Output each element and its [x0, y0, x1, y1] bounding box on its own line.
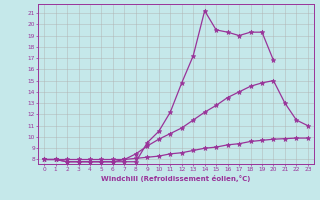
X-axis label: Windchill (Refroidissement éolien,°C): Windchill (Refroidissement éolien,°C) — [101, 175, 251, 182]
